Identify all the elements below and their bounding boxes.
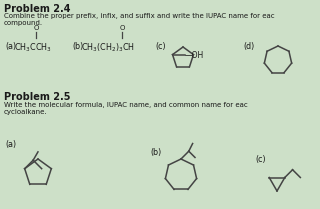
Text: cycloalkane.: cycloalkane. (4, 109, 48, 115)
Text: compound.: compound. (4, 20, 43, 26)
Text: (a): (a) (5, 140, 16, 149)
Text: O: O (34, 25, 39, 31)
Text: —OH: —OH (185, 51, 204, 60)
Text: CH$_3$CCH$_3$: CH$_3$CCH$_3$ (14, 42, 52, 55)
Text: (d): (d) (243, 42, 254, 51)
Text: (c): (c) (255, 155, 266, 164)
Text: Write the molecular formula, IUPAC name, and common name for eac: Write the molecular formula, IUPAC name,… (4, 102, 248, 108)
Text: Combine the proper prefix, infix, and suffix and write the IUPAC name for eac: Combine the proper prefix, infix, and su… (4, 13, 275, 19)
Text: (b): (b) (72, 42, 83, 51)
Text: O: O (120, 25, 125, 31)
Text: (b): (b) (150, 148, 161, 157)
Text: (a): (a) (5, 42, 16, 51)
Text: Problem 2.5: Problem 2.5 (4, 92, 70, 102)
Text: (c): (c) (155, 42, 166, 51)
Text: CH$_3$(CH$_2$)$_3$CH: CH$_3$(CH$_2$)$_3$CH (81, 42, 135, 55)
Text: Problem 2.4: Problem 2.4 (4, 4, 70, 14)
